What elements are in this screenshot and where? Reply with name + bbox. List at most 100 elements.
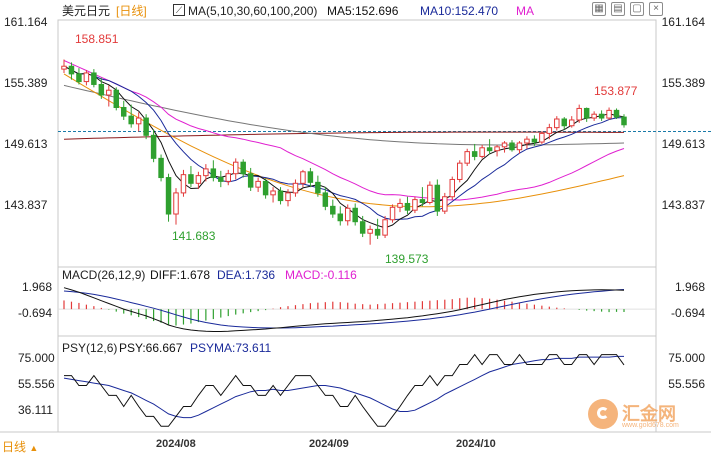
- macd-dea-line: [63, 289, 625, 329]
- psy-line: [64, 353, 625, 427]
- candle-body: [501, 142, 508, 148]
- candle-body: [330, 205, 336, 215]
- date-tick: 2024/09: [309, 438, 349, 450]
- candle-body: [583, 107, 590, 119]
- period-tab[interactable]: 日线 ▲: [2, 438, 38, 455]
- candle-body: [83, 72, 90, 83]
- psy-tick-left: 36.111: [18, 403, 53, 417]
- price-tick: 149.613: [661, 137, 705, 151]
- macd-label: MACD(26,12,9): [62, 268, 146, 282]
- low-annotation: 139.573: [385, 252, 429, 266]
- candle-body: [412, 199, 418, 211]
- candle-body: [539, 132, 545, 143]
- candle-body: [337, 213, 344, 222]
- toolbar-window-icon[interactable]: ▢: [630, 2, 644, 16]
- candle-body: [210, 168, 217, 179]
- psy-tick: 75.000: [668, 351, 705, 365]
- psyma-value: PSYMA:73.611: [190, 341, 272, 355]
- toolbar-layout-icon[interactable]: ▤: [611, 2, 625, 16]
- ma5-line: [63, 65, 625, 229]
- candle-body: [367, 228, 373, 234]
- candle-body: [76, 73, 82, 83]
- low-annotation: 141.683: [172, 229, 216, 243]
- macd-tick-left: 1.968: [22, 280, 53, 294]
- ma60-line: [63, 73, 625, 208]
- candle-body: [91, 72, 97, 85]
- candle-body: [576, 107, 582, 121]
- candle-body: [561, 118, 568, 127]
- ma30-line: [63, 60, 625, 201]
- candle-body: [150, 134, 157, 159]
- candle-body: [479, 147, 485, 157]
- macd-tick: 1.968: [674, 280, 705, 294]
- date-tick: 2024/08: [156, 438, 196, 450]
- psy-tick-left: 55.556: [18, 377, 55, 391]
- candle-body: [113, 89, 120, 108]
- candle-body: [471, 151, 478, 157]
- candle-body: [180, 174, 187, 194]
- candle-body: [591, 113, 597, 119]
- candle-body: [352, 207, 358, 223]
- psy-value: PSY:66.667: [119, 341, 183, 355]
- candle-body: [173, 192, 179, 215]
- candle-body: [606, 109, 612, 119]
- high-annotation: 153.877: [594, 84, 638, 98]
- watermark-subtext: www.gold678.com: [622, 422, 679, 429]
- price-tick-left: 161.164: [4, 15, 48, 29]
- candle-body: [315, 181, 321, 194]
- psy-label: PSY(12,6): [62, 341, 118, 355]
- candle-body: [307, 171, 314, 183]
- candle-body: [516, 142, 523, 151]
- candle-body: [300, 171, 306, 184]
- candle-body: [262, 180, 269, 196]
- macd-dea-value: DEA:1.736: [217, 268, 276, 282]
- chevron-up-icon: ▲: [29, 443, 39, 453]
- candle-body: [143, 117, 149, 136]
- candle-body: [509, 142, 515, 151]
- candle-body: [218, 177, 224, 182]
- candle-body: [195, 175, 202, 184]
- candle-body: [427, 184, 433, 203]
- candle-body: [247, 173, 254, 188]
- candle-body: [434, 184, 441, 212]
- toolbar-grid-icon[interactable]: ▦: [592, 2, 606, 16]
- date-tick: 2024/10: [456, 438, 496, 450]
- watermark-text: 汇金网: [622, 404, 676, 424]
- candle-body: [546, 127, 553, 134]
- candle-body: [188, 174, 194, 184]
- candle-body: [61, 65, 67, 70]
- candle-body: [322, 192, 329, 207]
- candle-body: [232, 161, 239, 175]
- candle-body: [568, 119, 575, 127]
- candle-body: [486, 147, 493, 152]
- candle-body: [621, 116, 627, 126]
- price-tick-left: 149.613: [4, 137, 48, 151]
- ma5-value: MA5:152.696: [327, 4, 399, 18]
- macd-tick: -0.694: [670, 306, 705, 320]
- candle-body: [389, 206, 396, 221]
- price-tick: 161.164: [661, 15, 705, 29]
- period-label[interactable]: [日线]: [116, 4, 147, 18]
- psyma-line: [63, 355, 624, 419]
- candle-body: [277, 190, 284, 202]
- candle-body: [135, 117, 142, 125]
- candle-body: [598, 113, 605, 119]
- candle-body: [397, 202, 403, 208]
- ma-settings-icon[interactable]: ⟋: [173, 4, 185, 16]
- symbol-title: 美元日元: [62, 4, 111, 18]
- candle-body: [285, 192, 291, 202]
- candle-body: [382, 219, 388, 236]
- price-tick-left: 143.837: [4, 198, 48, 212]
- candle-body: [404, 202, 411, 211]
- candle-body: [464, 151, 470, 164]
- candle-body: [442, 196, 448, 212]
- candle-body: [449, 178, 456, 198]
- candle-body: [456, 162, 463, 180]
- watermark: 汇金网 www.gold678.com: [588, 397, 706, 433]
- candle-body: [158, 157, 164, 179]
- toolbar-close-icon[interactable]: ×: [649, 2, 663, 16]
- macd-hist-value: MACD:-0.116: [285, 268, 357, 282]
- candle-body: [419, 199, 426, 204]
- candle-body: [554, 118, 560, 129]
